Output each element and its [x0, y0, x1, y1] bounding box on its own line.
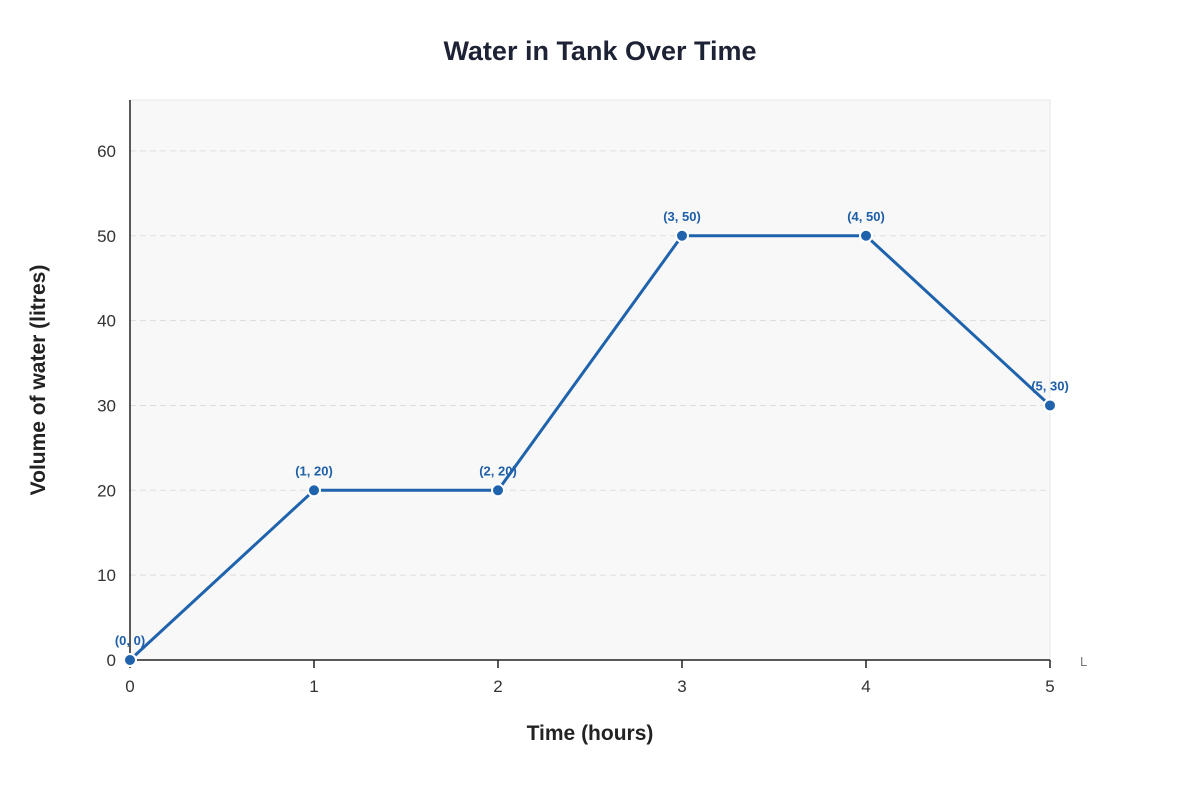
- data-point: [307, 483, 321, 498]
- data-point: [491, 483, 505, 498]
- x-tick-label: 3: [677, 677, 686, 696]
- point-label: (4, 50): [847, 209, 885, 224]
- data-point: [859, 228, 873, 243]
- y-tick-label: 30: [97, 396, 116, 415]
- data-point: [1043, 398, 1057, 413]
- x-axis-label: Time (hours): [527, 722, 654, 745]
- plot-area: [129, 99, 1051, 661]
- point-label: (1, 20): [295, 463, 333, 478]
- point-label: (2, 20): [479, 463, 517, 478]
- data-point: [675, 228, 689, 243]
- point-labels: (0, 0) (1, 20) (2, 20) (3, 50) (4, 50) (5, 30…: [115, 209, 1069, 648]
- x-tick-label: 0: [125, 677, 134, 696]
- axis-end-mark: L: [1080, 654, 1087, 669]
- point-label: (5, 30): [1031, 378, 1069, 393]
- x-tick-label: 4: [861, 677, 870, 696]
- x-tick-label: 1: [309, 677, 318, 696]
- y-tick-label: 0: [107, 651, 116, 670]
- grid-lines: [130, 150, 1050, 576]
- y-tick-label: 40: [97, 312, 116, 331]
- series-line: [128, 234, 1052, 662]
- y-tick-label: 10: [97, 566, 116, 585]
- point-label: (0, 0): [115, 633, 145, 648]
- point-label: (3, 50): [663, 209, 701, 224]
- y-tick-label: 20: [97, 481, 116, 500]
- y-tick-label: 50: [97, 227, 116, 246]
- y-axis-label: Volume of water (litres): [27, 265, 50, 496]
- x-tick-label: 5: [1045, 677, 1054, 696]
- x-tick-label: 2: [493, 677, 502, 696]
- data-points: [123, 228, 1057, 667]
- axes: [129, 100, 1050, 661]
- y-tick-label: 60: [97, 142, 116, 161]
- data-point: [123, 653, 137, 667]
- chart-title: Water in Tank Over Time: [443, 36, 756, 66]
